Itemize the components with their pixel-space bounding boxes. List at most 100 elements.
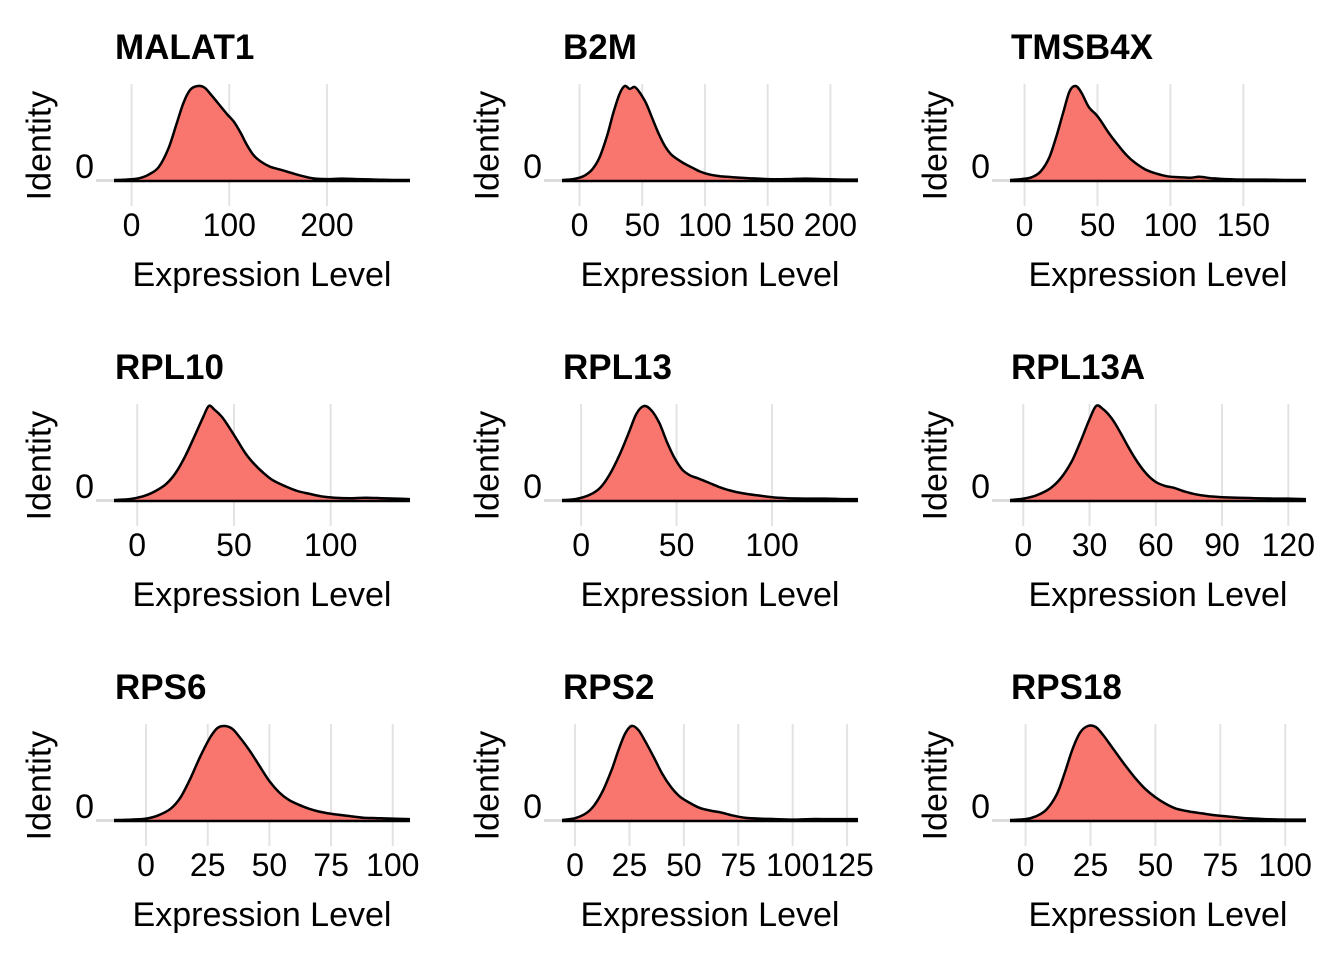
panel-title: RPL10: [115, 348, 224, 387]
x-axis-label: Expression Level: [1028, 256, 1288, 294]
density-curve: [114, 724, 410, 823]
panel-title: RPL13A: [1011, 348, 1146, 387]
y-axis-label-box: Identity: [456, 404, 520, 526]
y-tick-mark: [96, 499, 114, 502]
gene-panel: RPL13A Identity 0 Expression Level 0 30 60…: [896, 320, 1344, 640]
gene-panel: B2M Identity 0 Expression Level 0 50 100 15…: [448, 0, 896, 320]
density-plot-area: [562, 404, 858, 526]
x-tick-label: 0: [572, 527, 590, 563]
x-axis-label: Expression Level: [1028, 576, 1288, 614]
x-tick-label: 75: [1202, 847, 1239, 883]
x-tick-label: 150: [1216, 207, 1270, 243]
y-tick-mark: [992, 499, 1010, 502]
y-tick-mark: [96, 179, 114, 182]
density-plot-area: [562, 84, 858, 206]
x-tick-label: 60: [1137, 527, 1174, 563]
x-tick-label: 50: [1079, 207, 1116, 243]
x-tick-label: 0: [570, 207, 589, 243]
x-tick-label: 50: [216, 527, 252, 563]
x-tick-label: 100: [303, 527, 358, 563]
density-curve: [114, 84, 410, 183]
density-curve: [562, 724, 858, 823]
x-axis-label: Expression Level: [132, 576, 392, 614]
x-tick-label: 100: [366, 847, 420, 883]
x-tick-label: 50: [251, 847, 288, 883]
x-axis-label: Expression Level: [132, 896, 392, 934]
y-axis-label-box: Identity: [8, 84, 72, 206]
density-plot-area: [114, 84, 410, 206]
y-tick-mark: [992, 819, 1010, 822]
y-tick-label: 0: [523, 788, 542, 826]
x-tick-label: 100: [766, 847, 820, 883]
panel-title: TMSB4X: [1011, 28, 1153, 67]
x-tick-label: 30: [1071, 527, 1108, 563]
x-axis-label: Expression Level: [132, 256, 392, 294]
panel-title: RPS18: [1011, 668, 1122, 707]
density-curve: [1010, 404, 1306, 503]
panel-title: RPS6: [115, 668, 207, 707]
y-tick-mark: [544, 499, 562, 502]
x-tick-label: 0: [1015, 207, 1034, 243]
x-tick-label: 50: [658, 527, 695, 563]
x-tick-label: 0: [128, 527, 147, 563]
x-tick-label: 100: [1258, 847, 1312, 883]
x-tick-label: 75: [720, 847, 757, 883]
y-tick-mark: [544, 819, 562, 822]
gene-panel: RPS6 Identity 0 Expression Level 0 25 50 75…: [0, 640, 448, 960]
x-tick-label: 0: [122, 207, 141, 243]
density-plot-area: [1010, 404, 1306, 526]
density-plot-area: [562, 724, 858, 846]
x-tick-label: 200: [300, 207, 354, 243]
x-tick-label: 100: [745, 527, 799, 563]
x-tick-label: 50: [666, 847, 702, 883]
x-tick-label: 100: [202, 207, 256, 243]
panel-title: RPL13: [563, 348, 672, 387]
y-axis-label-box: Identity: [456, 84, 520, 206]
panel-title: RPS2: [563, 668, 655, 707]
x-tick-label: 125: [820, 847, 874, 883]
density-curve: [562, 404, 858, 503]
y-axis-label-box: Identity: [904, 724, 968, 846]
x-tick-label: 90: [1204, 527, 1240, 563]
y-axis-label-box: Identity: [456, 724, 520, 846]
gene-panel: RPS18 Identity 0 Expression Level 0 25 50 7…: [896, 640, 1344, 960]
gene-panel: TMSB4X Identity 0 Expression Level 0 50 10…: [896, 0, 1344, 320]
y-tick-label: 0: [75, 788, 94, 826]
density-plot-area: [114, 404, 410, 526]
x-axis-label: Expression Level: [580, 576, 840, 614]
gene-panel: MALAT1 Identity 0 Expression Level 0 100 2…: [0, 0, 448, 320]
y-tick-mark: [544, 179, 562, 182]
density-plot-area: [1010, 84, 1306, 206]
x-tick-label: 200: [803, 207, 858, 243]
y-tick-label: 0: [75, 148, 94, 186]
x-tick-label: 0: [1014, 527, 1033, 563]
x-tick-label: 25: [189, 847, 226, 883]
y-tick-label: 0: [971, 788, 990, 826]
density-curve: [1010, 724, 1306, 823]
density-curve: [1010, 84, 1306, 183]
x-tick-label: 0: [1016, 847, 1035, 883]
y-tick-label: 0: [971, 468, 990, 506]
gene-panel: RPL10 Identity 0 Expression Level 0 50 100: [0, 320, 448, 640]
gene-panel: RPS2 Identity 0 Expression Level 0 25 50 75…: [448, 640, 896, 960]
y-axis-label-box: Identity: [904, 84, 968, 206]
panel-title: MALAT1: [115, 28, 255, 67]
y-tick-label: 0: [523, 148, 542, 186]
x-tick-label: 50: [624, 207, 661, 243]
x-tick-label: 75: [313, 847, 349, 883]
density-plot-area: [1010, 724, 1306, 846]
x-tick-label: 100: [1143, 207, 1198, 243]
x-tick-label: 0: [566, 847, 584, 883]
x-axis-label: Expression Level: [1028, 896, 1288, 934]
x-tick-label: 100: [678, 207, 732, 243]
density-curve: [562, 84, 858, 183]
x-tick-label: 0: [137, 847, 155, 883]
x-axis-label: Expression Level: [580, 256, 840, 294]
y-axis-label-box: Identity: [8, 404, 72, 526]
x-tick-label: 25: [1072, 847, 1109, 883]
y-tick-label: 0: [75, 468, 94, 506]
x-tick-label: 150: [740, 207, 795, 243]
x-tick-label: 25: [611, 847, 648, 883]
y-tick-label: 0: [971, 148, 990, 186]
